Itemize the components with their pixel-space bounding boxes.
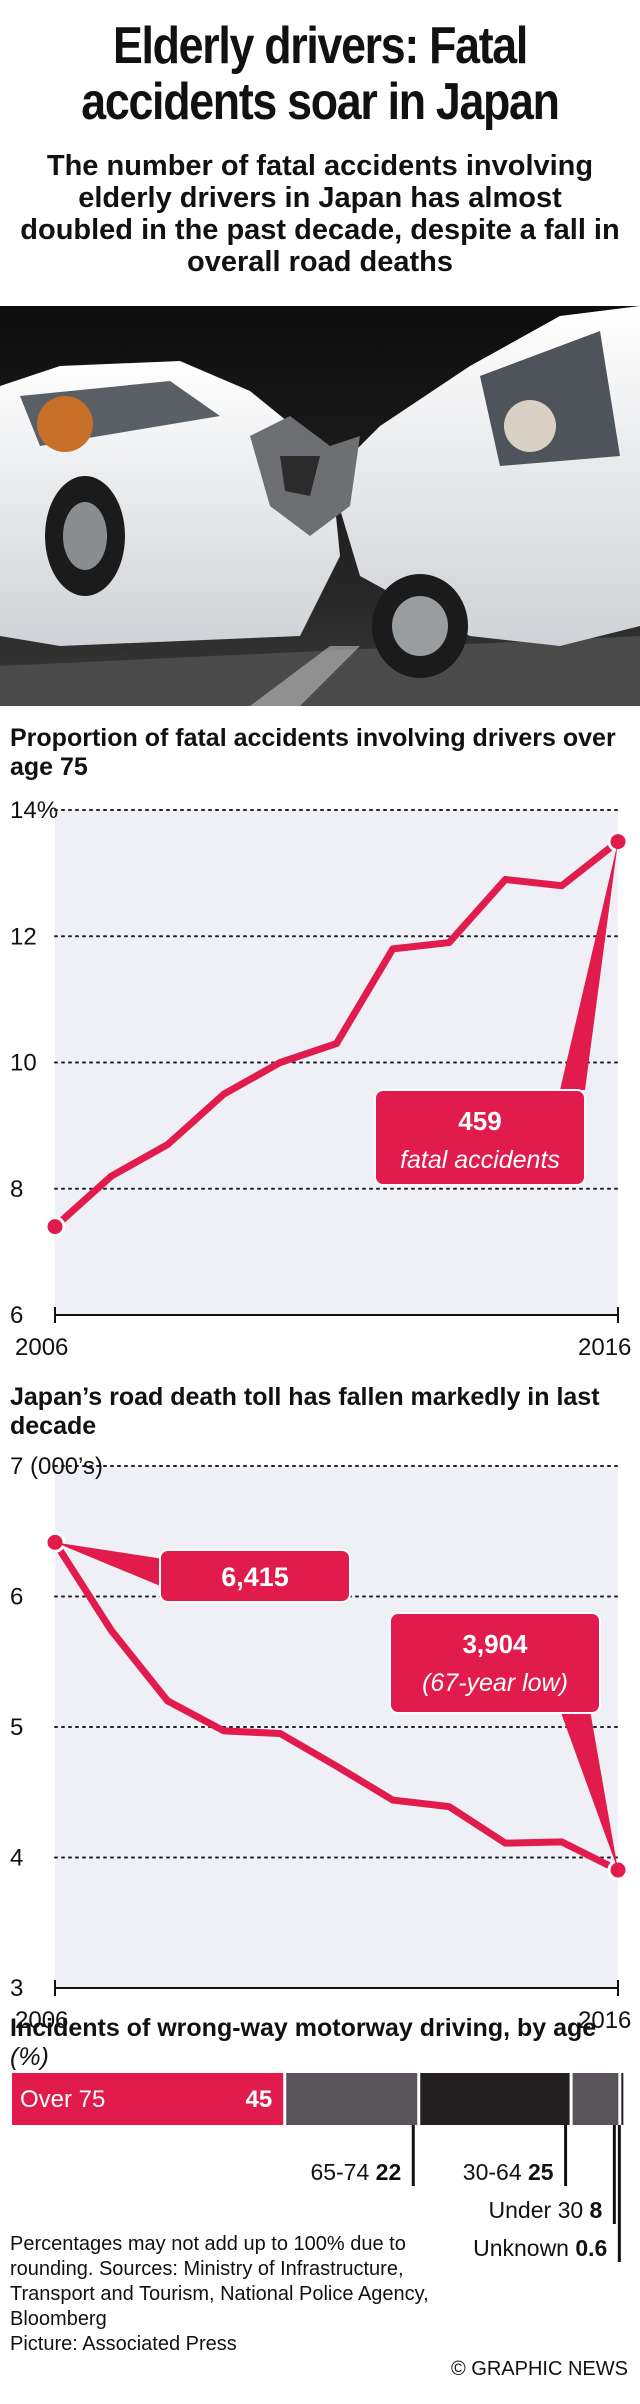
chart2-ytick-label: 5: [10, 1714, 23, 1741]
chart2-callout2-value: 3,904: [462, 1629, 528, 1659]
bar-category-label: 30-64: [463, 2159, 528, 2185]
bar-value-label: 8: [590, 2197, 603, 2223]
bar-label: Under 30 8: [489, 2197, 603, 2223]
chart1-xtick-label: 2006: [15, 1334, 68, 1361]
bar-under-30: [572, 2073, 619, 2125]
bar-category-label: Over 75: [20, 2086, 105, 2113]
chart3-unit: (%): [10, 2043, 49, 2071]
chart2-series-line: [51, 1538, 622, 1874]
bar-label: 30-64 25: [463, 2159, 554, 2185]
credit: © GRAPHIC NEWS: [451, 2358, 628, 2380]
chart2-xtick-label: 2016: [578, 2007, 631, 2034]
chart1-callout-text: fatal accidents: [400, 1146, 560, 1174]
chart3-title: Incidents of wrong-way motorway driving,…: [10, 2014, 630, 2072]
chart1-ytick-label: 6: [10, 1302, 23, 1329]
footnote-picture: Picture: Associated Press: [10, 2333, 237, 2355]
chart1-data-point: [44, 1216, 66, 1238]
chart3-svg: Over 75 45 65-74 22 30-64 25 Under 30 8 Unkno…: [12, 2073, 624, 2262]
chart2-callout1-box: [159, 1549, 351, 1603]
chart2-callout2-box: [389, 1612, 601, 1714]
chart1-series-line: [51, 838, 622, 1231]
chart1-xtick-label: 2016: [578, 1334, 631, 1361]
chart1-ytick-label: 10: [10, 1050, 37, 1077]
footnote-sources: Percentages may not add up to 100% due t…: [10, 2233, 429, 2330]
bar-category-label: Unknown: [473, 2235, 575, 2261]
page-subtitle: The number of fatal accidents involving …: [20, 150, 620, 278]
chart1-ytick-label: 12: [10, 923, 37, 950]
bar-label: 65-74 22: [310, 2159, 401, 2185]
chart2-callout1-pointer: [55, 1542, 170, 1590]
bar-65-74: [286, 2073, 418, 2125]
chart1-callout-value: 459: [458, 1106, 501, 1136]
chart1-callout-box: [374, 1089, 586, 1186]
bar-over-75: [12, 2073, 284, 2125]
chart2-xtick-label: 2006: [15, 2007, 68, 2034]
chart2-ytick-label: 6: [10, 1584, 23, 1611]
footnote: Percentages may not add up to 100% due t…: [10, 2232, 440, 2357]
page-title: Elderly drivers: Fatal accidents soar in…: [81, 17, 560, 131]
bar-unknown: [621, 2073, 624, 2125]
chart2-callout1-value: 6,415: [221, 1562, 289, 1592]
bar-value-label: 45: [246, 2086, 273, 2113]
bar-value-label: 0.6: [575, 2235, 607, 2261]
chart2-ytick-label: 3: [10, 1975, 23, 2002]
bar-category-label: Under 30: [489, 2197, 590, 2223]
chart1-svg: 6 8 10 12 14% 2006 2016 459 fatal accidents: [10, 797, 631, 1361]
bar-value-label: 22: [376, 2159, 402, 2185]
chart2-data-point: [607, 1859, 629, 1881]
car-crash-photo: [0, 306, 640, 706]
chart2-svg: 3 4 5 6 7 (000’s) 2006 2016 6,415 3,904 (67-year …: [10, 1453, 631, 2034]
chart2-data-point: [44, 1531, 66, 1553]
chart3-title-text: Incidents of wrong-way motorway driving,…: [10, 2014, 597, 2042]
chart2-callout2-text: (67-year low): [422, 1669, 568, 1697]
bar-label: Unknown 0.6: [473, 2235, 607, 2261]
chart2-callout2-pointer: [560, 1710, 618, 1871]
chart1-callout-pointer: [560, 841, 618, 1090]
chart1-title: Proportion of fatal accidents involving …: [10, 724, 616, 781]
chart1-ytick-label: 8: [10, 1176, 23, 1203]
bar-value-label: 25: [528, 2159, 554, 2185]
bar-30-64: [420, 2073, 570, 2125]
chart2-title: Japan’s road death toll has fallen marke…: [10, 1383, 600, 1440]
chart1-ytick-label: 14%: [10, 797, 58, 824]
car-crash-icon: [0, 306, 640, 706]
bar-category-label: 65-74: [310, 2159, 375, 2185]
chart2-ytick-label: 7 (000’s): [10, 1453, 103, 1480]
chart2-ytick-label: 4: [10, 1845, 23, 1872]
